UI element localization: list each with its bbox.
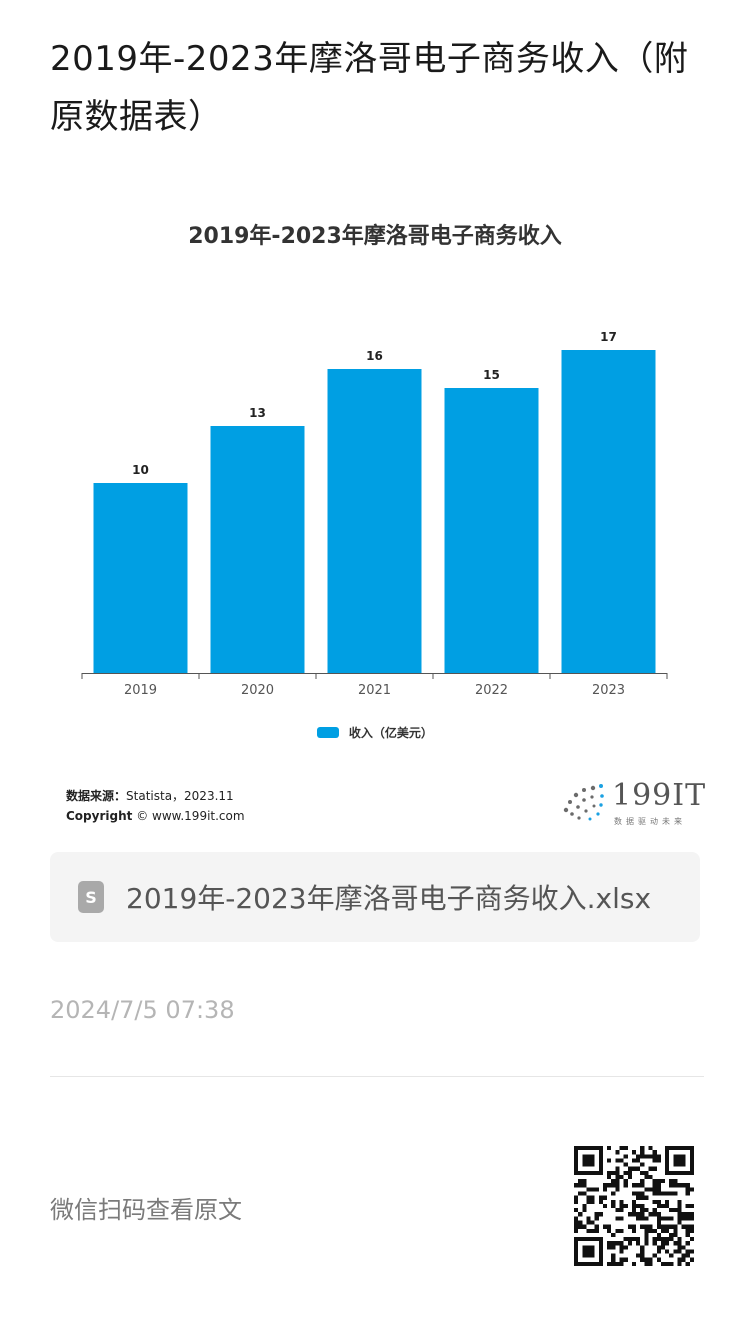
x-tick-label-2021: 2021 <box>358 683 391 698</box>
article-title: 2019年-2023年摩洛哥电子商务收入（附原数据表） <box>50 39 689 137</box>
bar-2020 <box>210 426 305 673</box>
copyright-label: Copyright <box>66 809 133 823</box>
x-tick-label-2023: 2023 <box>592 683 625 698</box>
chart-title: 2019年-2023年摩洛哥电子商务收入 <box>188 224 562 249</box>
attachment-file[interactable]: S 2019年-2023年摩洛哥电子商务收入.xlsx <box>50 852 700 942</box>
copyright-text: © www.199it.com <box>136 809 245 823</box>
spreadsheet-icon: S <box>78 881 104 913</box>
199it-logo: 199IT 数据驱动未来 <box>560 778 705 828</box>
source-label: 数据来源： <box>66 789 127 803</box>
attachment-file-name: 2019年-2023年摩洛哥电子商务收入.xlsx <box>126 882 652 915</box>
scan-to-view-text: 微信扫码查看原文 <box>50 1196 242 1224</box>
data-label-2020: 13 <box>249 406 266 420</box>
x-tick-label-2019: 2019 <box>124 683 157 698</box>
legend-swatch <box>317 727 340 738</box>
chart-image: 2019年-2023年摩洛哥电子商务收入 10 2019 13 2020 16 2021 1… <box>0 180 750 840</box>
bar-2023 <box>561 350 656 673</box>
logo-text: 199IT <box>612 778 707 813</box>
bar-2021 <box>327 369 422 673</box>
bar-chart: 10 2019 13 2020 16 2021 15 2022 17 2023 <box>81 330 668 698</box>
logo-tagline: 数据驱动未来 <box>614 817 686 826</box>
x-tick-label-2022: 2022 <box>475 683 508 698</box>
data-label-2019: 10 <box>132 463 149 477</box>
bar-2019 <box>93 483 188 673</box>
publish-timestamp: 2024/7/5 07:38 <box>50 996 235 1024</box>
qr-code-icon[interactable] <box>574 1146 694 1266</box>
legend-label: 收入（亿美元） <box>348 726 433 740</box>
data-label-2022: 15 <box>483 368 500 382</box>
x-tick-label-2020: 2020 <box>241 683 274 698</box>
bar-2022 <box>444 388 539 673</box>
data-source: 数据来源：Statista，2023.11 Copyright © www.19… <box>66 786 245 826</box>
source-text: Statista，2023.11 <box>126 789 234 803</box>
data-label-2023: 17 <box>600 330 617 344</box>
data-label-2021: 16 <box>366 349 383 363</box>
logo-dots-icon <box>563 784 604 821</box>
chart-legend: 收入（亿美元） <box>0 724 750 741</box>
divider <box>50 1076 704 1077</box>
